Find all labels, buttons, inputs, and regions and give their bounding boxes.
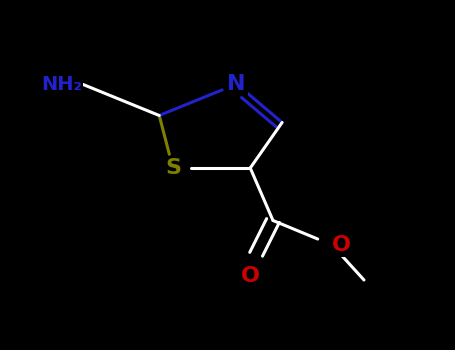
Text: O: O (241, 266, 260, 286)
Text: O: O (332, 235, 351, 255)
Text: NH₂: NH₂ (41, 75, 82, 93)
Text: S: S (165, 158, 181, 178)
Text: N: N (228, 74, 246, 94)
